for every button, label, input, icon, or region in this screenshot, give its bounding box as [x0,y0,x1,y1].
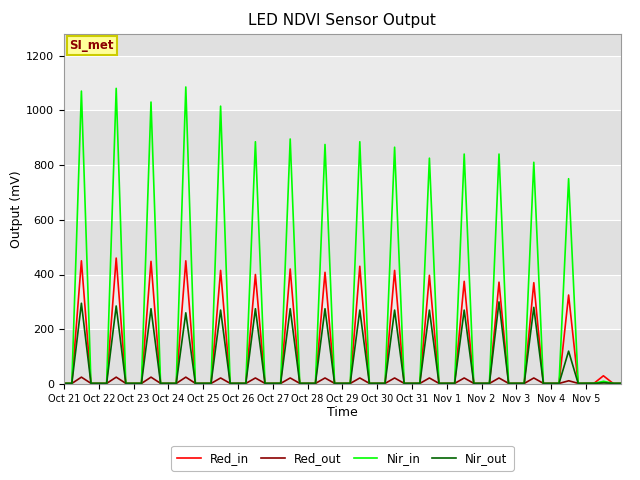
Line: Nir_in: Nir_in [64,87,621,384]
Bar [64,329,621,384]
Nir_in [499,230,506,236]
Red_out [532,376,540,382]
Text: SI_met: SI_met [70,39,114,52]
Y-axis label: Output (mV): Output (mV) [10,170,24,248]
Red_in [532,300,540,306]
Nir_in [60,381,68,386]
Nir_in [463,214,470,219]
Red_in [414,381,422,386]
Nir_out [532,320,540,325]
Red_in [463,306,470,312]
Line: Nir_out: Nir_out [64,302,621,384]
Bar [64,275,621,329]
Red_in [617,381,625,386]
Red_out [77,374,85,380]
Nir_in [532,204,540,209]
Nir_out [463,326,470,332]
Bar [64,220,621,275]
Nir_out [60,381,68,386]
Nir_in [414,381,422,386]
Red_in [611,381,618,386]
Red_out [60,381,68,386]
Red_out [174,379,182,385]
Red_out [414,381,422,386]
Line: Red_out: Red_out [64,377,621,384]
Red_out [463,377,470,383]
Nir_in [617,381,625,386]
Nir_out [413,381,421,386]
Title: LED NDVI Sensor Output: LED NDVI Sensor Output [248,13,436,28]
Legend: Red_in, Red_out, Nir_in, Nir_out: Red_in, Red_out, Nir_in, Nir_out [171,446,514,471]
Bar [64,34,621,56]
X-axis label: Time: Time [327,407,358,420]
Red_in [499,314,506,320]
Red_in [174,356,182,362]
Nir_in [174,327,182,333]
Nir_out [617,381,625,386]
Bar [64,56,621,110]
Red_in [60,381,68,386]
Nir_in [182,84,189,90]
Red_out [611,381,618,386]
Nir_out [499,327,506,333]
Nir_out [495,299,503,305]
Red_in [113,255,120,261]
Line: Red_in: Red_in [64,258,621,384]
Red_out [617,381,625,386]
Nir_out [174,368,182,373]
Red_out [499,377,506,383]
Bar [64,110,621,165]
Nir_out [611,381,618,386]
Nir_in [611,381,618,386]
Bar [64,165,621,220]
